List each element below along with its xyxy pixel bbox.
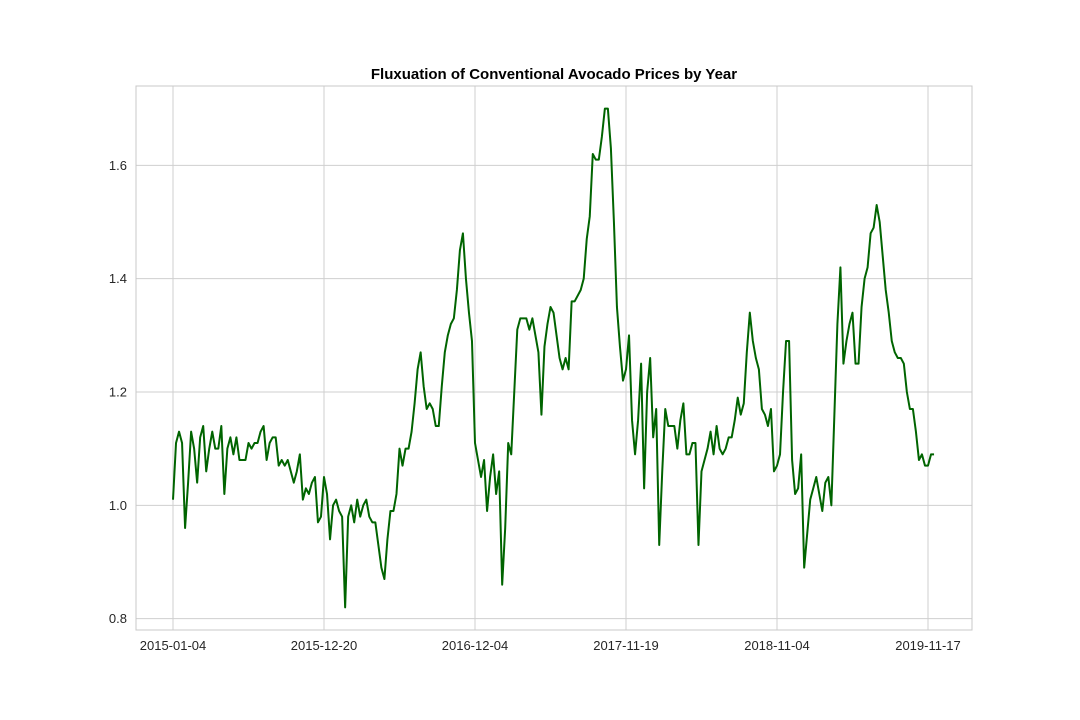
x-tick-label: 2019-11-17 bbox=[895, 638, 961, 653]
y-tick-labels: 0.8 1.0 1.2 1.4 1.6 bbox=[109, 158, 127, 626]
x-tick-label: 2015-01-04 bbox=[140, 638, 207, 653]
x-tick-label: 2017-11-19 bbox=[593, 638, 659, 653]
x-tick-label: 2015-12-20 bbox=[291, 638, 358, 653]
y-tick-label: 0.8 bbox=[109, 611, 127, 626]
y-tick-label: 1.0 bbox=[109, 498, 127, 513]
x-tick-label: 2016-12-04 bbox=[442, 638, 509, 653]
chart-title: Fluxuation of Conventional Avocado Price… bbox=[371, 66, 737, 83]
y-tick-label: 1.6 bbox=[109, 158, 127, 173]
y-tick-label: 1.4 bbox=[109, 271, 127, 286]
x-tick-label: 2018-11-04 bbox=[744, 638, 810, 653]
y-tick-label: 1.2 bbox=[109, 385, 127, 400]
plot-area-frame bbox=[135, 85, 973, 631]
grid-lines bbox=[136, 86, 972, 630]
x-tick-labels: 2015-01-04 2015-12-20 2016-12-04 2017-11-19… bbox=[140, 638, 961, 653]
series-layer bbox=[172, 107, 935, 609]
price-series-line bbox=[172, 107, 935, 609]
